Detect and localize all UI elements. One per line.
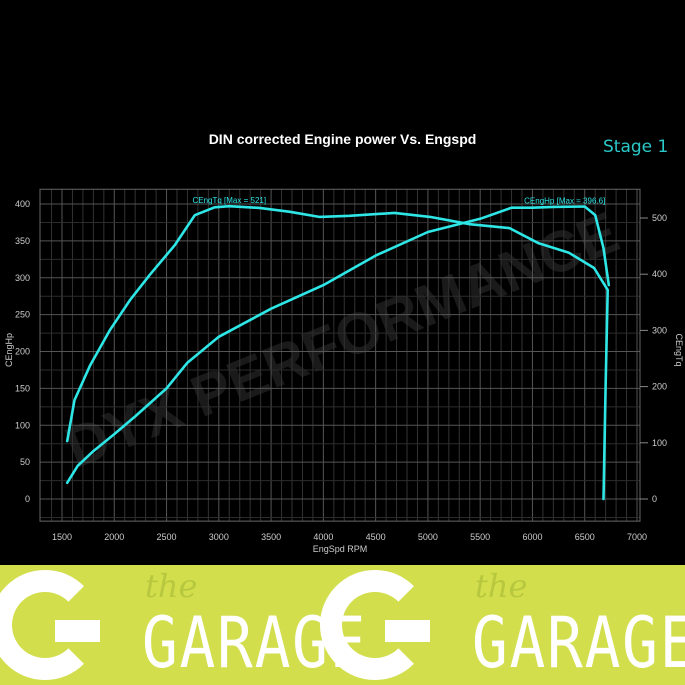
series-max-label: CEngHp [Max = 396.6] bbox=[524, 197, 605, 206]
x-tick-label: 4000 bbox=[313, 532, 333, 542]
series-max-label: CEngTq [Max = 521] bbox=[192, 196, 266, 205]
y-right-tick-label: 400 bbox=[652, 269, 667, 279]
x-tick-label: 6000 bbox=[522, 532, 542, 542]
logo-the: the bbox=[475, 567, 528, 605]
series-line-CEngTq bbox=[65, 204, 610, 501]
y-left-tick-label: 100 bbox=[15, 420, 30, 430]
watermark: DYX PERFORMANCE bbox=[56, 200, 627, 481]
y-left-tick-label: 400 bbox=[15, 199, 30, 209]
x-tick-label: 6500 bbox=[575, 532, 595, 542]
series-line-CEngHp bbox=[65, 205, 611, 485]
x-tick-label: 3000 bbox=[209, 532, 229, 542]
x-tick-label: 7000 bbox=[627, 532, 647, 542]
y-left-tick-label: 300 bbox=[15, 273, 30, 283]
garage-banner: the GARAGE the GARAGE bbox=[0, 565, 685, 685]
y-left-tick-label: 200 bbox=[15, 347, 30, 357]
x-tick-label: 4500 bbox=[366, 532, 386, 542]
x-tick-label: 5000 bbox=[418, 532, 438, 542]
x-tick-label: 1500 bbox=[52, 532, 72, 542]
y-right-tick-label: 300 bbox=[652, 325, 667, 335]
stage-badge: Stage 1 bbox=[603, 137, 669, 157]
chart-title: DIN corrected Engine power Vs. Engspd bbox=[208, 131, 477, 147]
y-right-axis-label: CEngTq bbox=[674, 333, 684, 366]
y-right-tick-label: 100 bbox=[652, 438, 667, 448]
x-tick-label: 2000 bbox=[104, 532, 124, 542]
y-left-tick-label: 350 bbox=[15, 236, 30, 246]
y-left-axis-label: CEngHp bbox=[4, 333, 14, 367]
y-left-tick-label: 0 bbox=[25, 494, 30, 504]
x-tick-label: 5500 bbox=[470, 532, 490, 542]
plot-frame bbox=[39, 188, 641, 522]
y-left-tick-label: 250 bbox=[15, 310, 30, 320]
y-left-tick-label: 150 bbox=[15, 383, 30, 393]
y-right-tick-label: 0 bbox=[652, 494, 657, 504]
y-right-tick-label: 500 bbox=[652, 213, 667, 223]
garage-logo: the GARAGE bbox=[320, 565, 685, 685]
logo-garage: GARAGE bbox=[472, 602, 685, 684]
y-right-tick-label: 200 bbox=[652, 382, 667, 392]
x-tick-label: 3500 bbox=[261, 532, 281, 542]
logo-the: the bbox=[145, 567, 198, 605]
x-tick-label: 2500 bbox=[157, 532, 177, 542]
y-left-tick-label: 50 bbox=[20, 457, 30, 467]
garage-logo: the GARAGE bbox=[0, 565, 365, 685]
x-axis-label: EngSpd RPM bbox=[313, 544, 368, 554]
